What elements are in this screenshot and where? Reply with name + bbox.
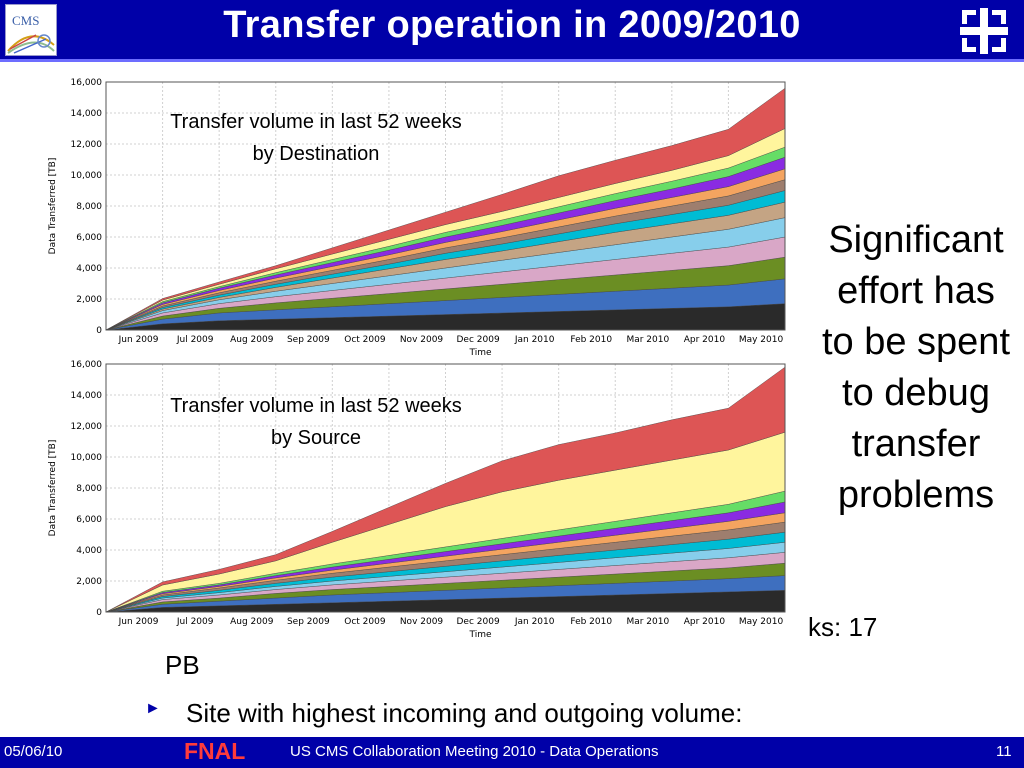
x-tick-label: Jun 2009 (118, 335, 159, 345)
partial-bullet-unit: PB (165, 650, 200, 680)
side-note-line: effort has (837, 270, 995, 312)
chart-by-source: 0 2,000 4,000 6,000 8,000 10,000 12,000 14,000 1… (48, 360, 786, 640)
y-tick-label: 2,000 (76, 295, 102, 305)
y-tick-label: 10,000 (71, 171, 103, 181)
x-tick-label: Mar 2010 (626, 335, 669, 345)
x-tick-label: Nov 2009 (400, 617, 444, 627)
chart-title-line-2: by Source (271, 427, 361, 449)
x-tick-label: Aug 2009 (230, 617, 274, 627)
y-tick-label: 6,000 (76, 233, 102, 243)
x-tick-label: Feb 2010 (570, 617, 612, 627)
y-axis-label: Data Transferred [TB] (48, 440, 58, 537)
y-tick-label: 14,000 (71, 391, 103, 401)
y-tick-label: 10,000 (71, 453, 103, 463)
bullet-text: Site with highest incoming and outgoing … (186, 698, 743, 728)
y-tick-label: 16,000 (71, 78, 103, 88)
cms-logo-graphic (7, 34, 55, 54)
bullet-arrow-icon: ► (145, 700, 161, 717)
chart-title-line-1: Transfer volume in last 52 weeks (170, 395, 462, 417)
side-note-line: to be spent (821, 321, 1011, 363)
y-tick-label: 14,000 (71, 109, 103, 119)
y-tick-label: 16,000 (71, 360, 103, 370)
y-tick-label: 12,000 (71, 140, 103, 150)
y-tick-label: 6,000 (76, 515, 102, 525)
x-tick-label: Sep 2009 (287, 335, 330, 345)
slide-title: Transfer operation in 2009/2010 (223, 4, 801, 46)
y-tick-label: 4,000 (76, 546, 102, 556)
y-tick-label: 8,000 (76, 202, 102, 212)
title-bar: CMS Transfer operation in 2009/2010 (0, 0, 1024, 62)
fermilab-logo (958, 6, 1010, 56)
x-tick-label: Nov 2009 (400, 335, 444, 345)
footer-fnal-logo: FNAL (184, 738, 246, 764)
x-tick-label: Jun 2009 (118, 617, 159, 627)
chart-title-line-2: by Destination (253, 143, 380, 165)
x-tick-label: Jul 2009 (176, 617, 214, 627)
x-tick-label: Dec 2009 (456, 335, 499, 345)
cms-logo: CMS (5, 4, 57, 56)
plot-frame (105, 363, 786, 613)
footer-title: US CMS Collaboration Meeting 2010 - Data… (290, 743, 659, 760)
partial-bullet-text: ks: 17 (808, 612, 878, 642)
side-note-line: transfer (851, 423, 981, 465)
x-tick-label: Apr 2010 (684, 335, 726, 345)
x-tick-label: Jul 2009 (176, 335, 214, 345)
x-tick-label: May 2010 (739, 617, 784, 627)
x-tick-label: Oct 2009 (344, 335, 386, 345)
side-note-line: problems (837, 474, 995, 516)
y-tick-label: 0 (96, 608, 102, 618)
y-tick-label: 2,000 (76, 577, 102, 587)
x-tick-label: Oct 2009 (344, 617, 386, 627)
side-note-line: Significant (828, 219, 1004, 261)
side-note: Significant effort has to be spent to de… (808, 215, 1024, 521)
plot-frame (105, 81, 786, 331)
side-note-line: to debug (842, 372, 990, 414)
chart-title-line-1: Transfer volume in last 52 weeks (170, 111, 462, 133)
x-tick-label: Sep 2009 (287, 617, 330, 627)
x-tick-label: Jan 2010 (514, 335, 555, 345)
y-axis-label: Data Transferred [TB] (48, 158, 58, 255)
cms-logo-text: CMS (12, 13, 40, 28)
x-tick-label: Apr 2010 (684, 617, 726, 627)
x-axis-label: Time (468, 630, 491, 640)
footer-date: 05/06/10 (4, 743, 63, 760)
y-tick-label: 0 (96, 326, 102, 336)
footer-page-number: 11 (996, 743, 1012, 760)
x-tick-label: Aug 2009 (230, 335, 274, 345)
chart-by-destination: 0 2,000 4,000 6,000 8,000 10,000 12,000 14,000 1… (48, 78, 786, 358)
x-tick-label: Mar 2010 (626, 617, 669, 627)
footer-bar: 05/06/10 FNAL US CMS Collaboration Meeti… (0, 737, 1024, 768)
y-tick-label: 12,000 (71, 422, 103, 432)
y-tick-label: 4,000 (76, 264, 102, 274)
x-axis-label: Time (468, 348, 491, 358)
x-tick-label: Jan 2010 (514, 617, 555, 627)
y-tick-label: 8,000 (76, 484, 102, 494)
x-tick-label: May 2010 (739, 335, 784, 345)
x-tick-label: Dec 2009 (456, 617, 499, 627)
x-tick-label: Feb 2010 (570, 335, 612, 345)
